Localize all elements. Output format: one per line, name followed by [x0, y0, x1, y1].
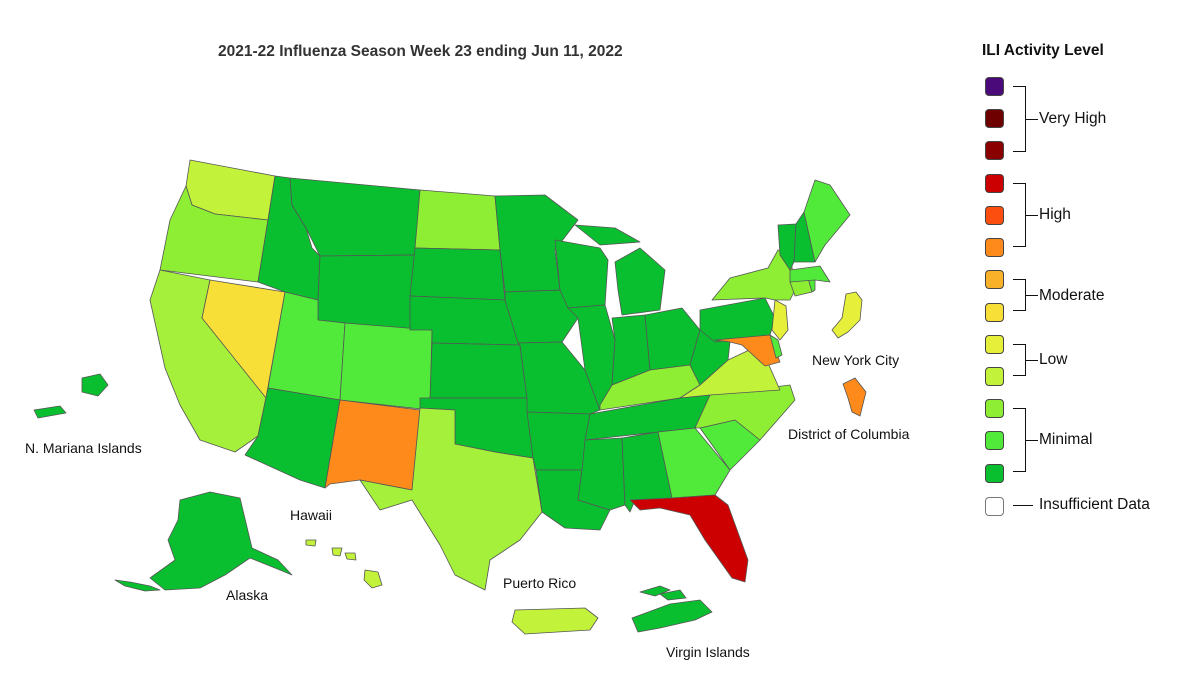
bracket-moderate	[1013, 279, 1026, 311]
state-vermont[interactable]	[777, 223, 797, 271]
label-dc: District of Columbia	[788, 426, 910, 442]
bracket-tick	[1026, 215, 1038, 216]
legend-swatch	[985, 431, 1004, 450]
state-new-mexico[interactable]	[324, 399, 421, 491]
state-wyoming[interactable]	[317, 254, 416, 331]
legend-swatch	[985, 335, 1004, 354]
district-of-columbia[interactable]	[842, 377, 867, 417]
state-georgia[interactable]	[657, 427, 731, 499]
bracket-tick	[1026, 440, 1038, 441]
state-florida[interactable]	[629, 494, 749, 583]
legend-title: ILI Activity Level	[982, 42, 1104, 59]
map-title: 2021-22 Influenza Season Week 23 ending …	[218, 43, 623, 60]
state-texas[interactable]	[359, 407, 543, 591]
state-arkansas[interactable]	[526, 411, 591, 471]
legend-swatch	[985, 109, 1004, 128]
alaska-aleutians[interactable]	[114, 579, 161, 592]
state-alaska[interactable]	[149, 491, 293, 591]
bracket-tick	[1026, 295, 1038, 296]
us-map: N. Mariana Islands Hawaii Alaska Puerto …	[25, 159, 910, 660]
legend-swatch	[985, 303, 1004, 322]
legend-swatch	[985, 270, 1004, 289]
state-massachusetts[interactable]	[789, 265, 831, 283]
legend-moderate: Moderate	[1039, 287, 1105, 304]
state-colorado[interactable]	[339, 322, 433, 411]
new-york-city[interactable]	[831, 291, 863, 339]
territory-puerto-rico[interactable]	[511, 607, 599, 635]
state-michigan[interactable]	[614, 247, 666, 316]
label-alaska: Alaska	[226, 587, 268, 603]
bracket-low	[1013, 344, 1026, 376]
legend-swatch	[985, 238, 1004, 257]
state-delaware[interactable]	[769, 334, 783, 359]
label-virgin-islands: Virgin Islands	[666, 644, 750, 660]
bracket-very-high	[1013, 86, 1026, 152]
legend-minimal: Minimal	[1039, 431, 1093, 448]
legend-swatch	[985, 497, 1004, 516]
legend: ILI Activity Level Very High High Modera…	[982, 42, 1192, 522]
bracket-high	[1013, 183, 1026, 247]
legend-swatch	[985, 464, 1004, 483]
state-michigan-up[interactable]	[574, 224, 641, 246]
state-south-dakota[interactable]	[409, 247, 506, 301]
hawaii-islands[interactable]	[305, 539, 357, 561]
state-minnesota[interactable]	[494, 194, 579, 293]
legend-swatch	[985, 399, 1004, 418]
label-puerto-rico: Puerto Rico	[503, 575, 576, 591]
label-nyc: New York City	[812, 352, 899, 368]
state-hawaii[interactable]	[363, 569, 383, 589]
state-mississippi[interactable]	[577, 437, 626, 511]
legend-insufficient: Insufficient Data	[1039, 496, 1150, 513]
bracket-tick	[1026, 119, 1038, 120]
legend-low: Low	[1039, 351, 1068, 368]
legend-very-high: Very High	[1039, 110, 1107, 127]
state-new-jersey[interactable]	[771, 299, 789, 341]
territory-virgin-islands[interactable]	[631, 585, 713, 633]
legend-swatch	[985, 77, 1004, 96]
territory-n-mariana-islands[interactable]	[33, 373, 109, 419]
state-kansas[interactable]	[429, 342, 528, 399]
legend-high: High	[1039, 206, 1071, 223]
label-hawaii: Hawaii	[290, 507, 332, 523]
legend-swatch	[985, 367, 1004, 386]
legend-swatch	[985, 141, 1004, 160]
bracket-minimal	[1013, 408, 1026, 472]
insufficient-tick	[1013, 505, 1033, 506]
legend-swatch	[985, 206, 1004, 225]
legend-swatch	[985, 174, 1004, 193]
state-maine[interactable]	[803, 179, 851, 263]
state-north-dakota[interactable]	[414, 189, 501, 251]
bracket-tick	[1026, 360, 1038, 361]
label-nmi: N. Mariana Islands	[25, 440, 142, 456]
